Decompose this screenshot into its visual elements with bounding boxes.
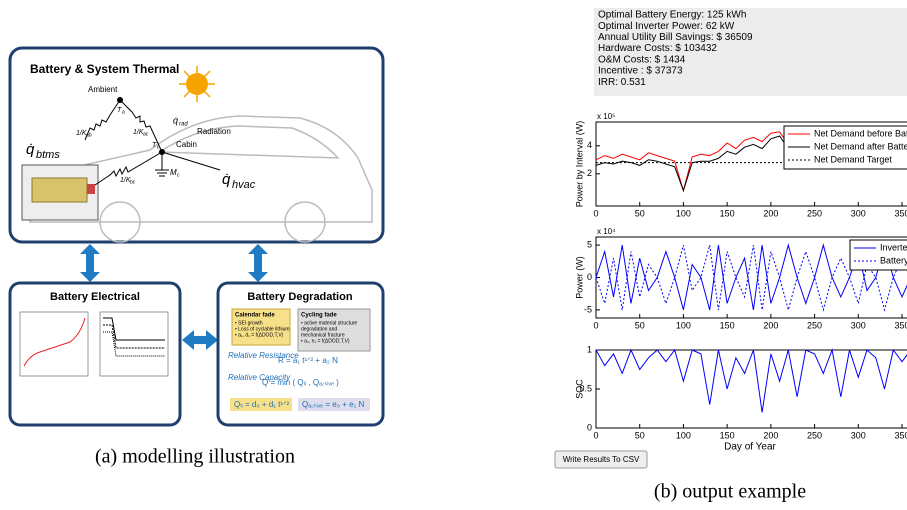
summary-line: Hardware Costs: $ 103432 [598,43,717,54]
x-tick-label: 350 [894,430,907,440]
y-tick-label: 1 [587,344,592,354]
symbol: q̇ [26,141,35,158]
axis-exponent: x 10⁴ [597,227,616,236]
equation: Qₗᵢ = d₀ + d₁ t¹ᐟ² [234,400,289,409]
subscript: rad [179,122,188,128]
figure: Battery & System Thermal Ambient Radiati… [0,0,907,510]
x-tick-label: 250 [807,430,822,440]
x-tick-label: 50 [635,208,645,218]
symbol: q̇ [222,171,231,188]
x-tick-label: 100 [676,208,691,218]
label: Radiation [197,127,231,136]
x-tick-label: 300 [851,208,866,218]
legend-label: Net Demand Target [814,154,892,164]
summary-line: Optimal Battery Energy: 125 kWh [598,10,746,21]
equation: Q = min ( Qₗᵢ , Qₐ꜀ₜᵢᵥₑ ) [262,378,339,387]
equation: R = a₁ t¹ᐟ² + a₂ N [278,356,338,365]
button-label[interactable]: Write Results To CSV [563,455,640,464]
panel-title: Battery Electrical [50,291,140,303]
bullet: • a₂, e₁ = f(ΔDOD,T,V) [301,338,350,344]
subscript: btms [36,149,60,161]
battery-image [22,165,98,220]
x-tick-label: 0 [593,208,598,218]
y-tick-label: 0 [587,272,592,282]
x-tick-label: 150 [720,208,735,218]
y-tick-label: 2 [587,168,592,178]
box-title: Cycling fade [301,313,337,319]
y-tick-label: -5 [584,304,592,314]
panel-title: Battery & System Thermal [30,62,179,76]
x-tick-label: 0 [593,320,598,330]
subscript: ab [86,132,92,138]
label: Ambient [88,85,118,94]
legend-label: Net Demand before Battery [814,128,907,138]
y-axis-label: SOC [574,379,584,399]
y-tick-label: 4 [587,140,592,150]
caption: (a) modelling illustration [95,446,295,468]
x-tick-label: 200 [763,320,778,330]
bullet: • a₁, d₁ = f(ΔDOD,T,V) [235,332,284,338]
legend-label: Net Demand after Battery [814,141,907,151]
x-tick-label: 150 [720,320,735,330]
equation: Qₐ꜀ₜᵢᵥₑ = e₀ + e₁ N [302,400,365,409]
x-tick-label: 300 [851,320,866,330]
summary-line: O&M Costs: $ 1434 [598,54,686,65]
x-tick-label: 200 [763,208,778,218]
x-tick-label: 250 [807,320,822,330]
subscript: hvac [232,179,256,191]
plot-area [596,350,907,428]
symbol: q̇ [173,115,178,125]
x-tick-label: 100 [676,320,691,330]
sun-icon [179,66,215,102]
x-tick-label: 200 [763,430,778,440]
x-tick-label: 0 [593,430,598,440]
legend-label: Battery [880,255,907,265]
y-tick-label: 5 [587,239,592,249]
x-tick-label: 300 [851,430,866,440]
x-tick-label: 100 [676,430,691,440]
y-axis-label: Power by Interval (W) [574,121,584,208]
axis-exponent: x 10⁵ [597,112,615,121]
subscript: ac [143,131,149,137]
symbol: M [170,168,177,177]
y-axis-label: Power (W) [574,256,584,299]
x-tick-label: 250 [807,208,822,218]
x-tick-label: 350 [894,320,907,330]
x-axis-label: Day of Year [724,442,776,453]
summary-line: Optimal Inverter Power: 62 kW [598,21,735,32]
x-tick-label: 150 [720,430,735,440]
x-tick-label: 50 [635,430,645,440]
subscript: bc [130,179,136,185]
x-tick-label: 350 [894,208,907,218]
label: Cabin [176,140,197,149]
summary-line: Incentive : $ 37373 [598,66,683,77]
y-tick-label: 0 [587,422,592,432]
caption: (b) output example [654,481,806,503]
summary-line: IRR: 0.531 [598,77,646,88]
x-tick-label: 50 [635,320,645,330]
subscript: a [122,109,125,115]
box-title: Calendar fade [235,313,275,319]
panel-title: Battery Degradation [247,291,352,303]
summary-line: Annual Utility Bill Savings: $ 36509 [598,32,753,43]
legend-label: Inverter [880,242,907,252]
